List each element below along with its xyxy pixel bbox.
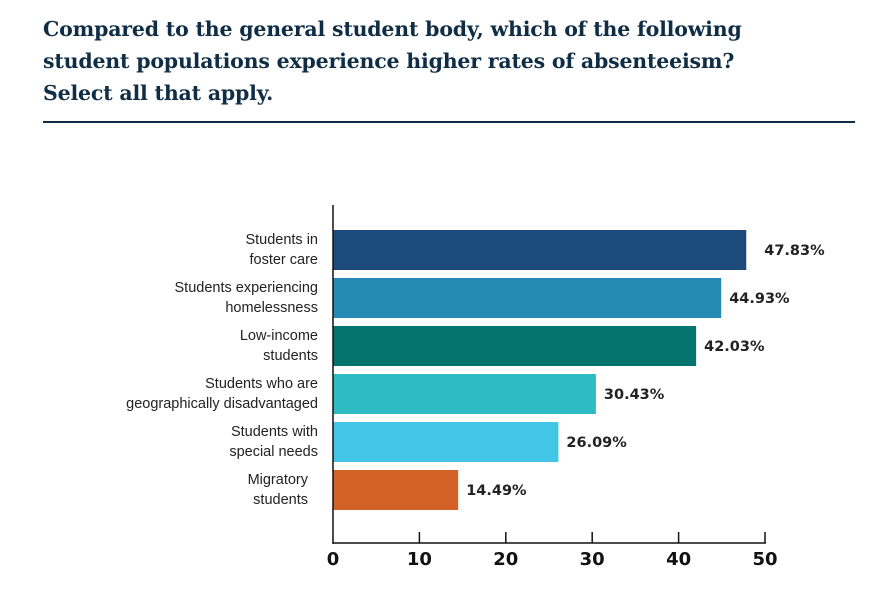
x-tick-label: 20: [493, 549, 518, 570]
category-label: students: [253, 492, 308, 508]
category-label: Students experiencing: [175, 280, 319, 296]
category-label: Students in: [245, 232, 318, 248]
data-label: 44.93%: [729, 291, 790, 307]
category-label: Students who are: [205, 376, 318, 392]
category-label: foster care: [250, 252, 319, 268]
bar: [333, 230, 747, 270]
data-label: 47.83%: [764, 243, 825, 259]
x-tick-label: 0: [327, 549, 340, 570]
bar: [333, 326, 697, 366]
title-line: Select all that apply.: [43, 81, 274, 105]
data-label: 14.49%: [466, 483, 527, 499]
x-tick-label: 40: [666, 549, 691, 570]
category-label: Low-income: [240, 328, 318, 344]
x-tick-label: 50: [752, 549, 777, 570]
chart-title: Compared to the general student body, wh…: [43, 13, 843, 109]
category-label: homelessness: [225, 300, 318, 316]
category-label: geographically disadvantaged: [126, 396, 318, 412]
category-label: Students with: [231, 424, 318, 440]
bar: [333, 278, 722, 318]
x-tick-label: 10: [407, 549, 432, 570]
bar: [333, 374, 596, 414]
category-label: students: [263, 348, 318, 364]
data-label: 30.43%: [604, 387, 665, 403]
data-label: 42.03%: [704, 339, 765, 355]
title-line: Compared to the general student body, wh…: [43, 17, 742, 41]
title-line: student populations experience higher ra…: [43, 49, 735, 73]
category-label: Migratory: [248, 472, 309, 488]
category-label: special needs: [229, 444, 318, 460]
data-label: 26.09%: [566, 435, 627, 451]
title-divider: [43, 121, 855, 123]
bar: [333, 422, 559, 462]
bar: [333, 470, 459, 510]
x-tick-label: 30: [580, 549, 605, 570]
